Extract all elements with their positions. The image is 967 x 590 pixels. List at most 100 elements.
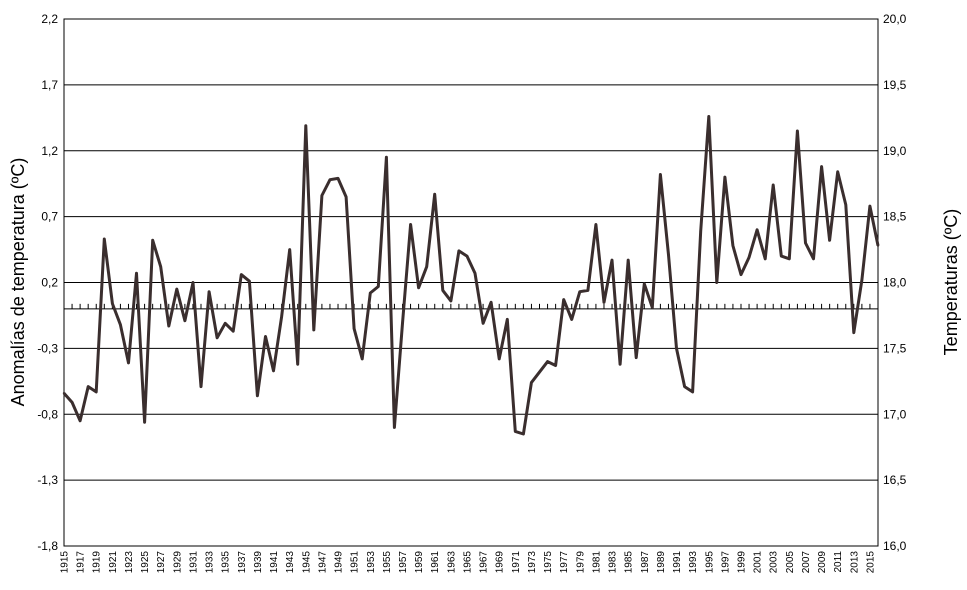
x-tick-label: 2009 (817, 551, 828, 574)
data-point (554, 364, 557, 367)
y-tick-label-right: 16,0 (883, 539, 907, 553)
x-tick-label: 1961 (430, 551, 441, 574)
data-point (570, 318, 573, 321)
y-axis-title-left: Anomalías de temperatura (ºC) (8, 158, 28, 407)
data-point (232, 330, 235, 333)
y-tick-label-right: 18,0 (883, 276, 907, 290)
x-tick-label: 1981 (591, 551, 602, 574)
x-tick-label: 1923 (124, 551, 135, 574)
x-tick-label: 1931 (188, 551, 199, 574)
data-point (481, 322, 485, 325)
data-point (175, 287, 179, 291)
data-point (723, 175, 727, 179)
data-point (320, 194, 324, 197)
x-tick-label: 1921 (108, 551, 119, 574)
y-tick-label-right: 17,0 (883, 407, 907, 421)
x-tick-label: 1973 (527, 551, 538, 574)
data-point (78, 419, 82, 423)
x-tick-label: 1989 (656, 551, 667, 574)
x-tick-label: 1945 (301, 551, 312, 574)
x-tick-label: 2015 (865, 551, 876, 574)
data-point (852, 331, 856, 334)
data-point (844, 203, 847, 206)
x-tick-label: 1969 (495, 551, 506, 574)
data-point (610, 258, 614, 262)
data-point (860, 278, 864, 282)
data-point (304, 124, 307, 127)
data-point (796, 129, 799, 133)
y-tick-label-left: 2,2 (41, 12, 58, 26)
data-point (763, 257, 767, 260)
data-point (538, 370, 541, 374)
y-tick-label-left: 1,2 (41, 144, 58, 158)
x-tick-label: 1965 (462, 551, 473, 574)
x-tick-label: 2003 (769, 551, 780, 574)
data-point (328, 178, 332, 181)
data-point (602, 301, 606, 304)
data-point (127, 361, 130, 365)
series-line (62, 115, 880, 436)
data-point (119, 323, 122, 326)
x-tick-label: 1995 (704, 551, 715, 574)
x-tick-label: 1927 (156, 551, 167, 574)
y-tick-label-right: 17,5 (883, 341, 907, 355)
x-tick-label: 2007 (801, 551, 812, 574)
data-point (223, 322, 227, 325)
data-point (659, 173, 662, 176)
x-tick-label: 1991 (672, 551, 683, 574)
data-point (457, 249, 461, 253)
y-tick-label-left: -1,8 (37, 539, 58, 553)
data-point (747, 256, 751, 259)
data-point (151, 239, 154, 242)
data-point (441, 289, 444, 292)
x-tick-label: 2005 (785, 551, 796, 574)
x-tick-label: 2013 (849, 551, 860, 574)
data-point (731, 244, 735, 247)
x-tick-label: 1947 (317, 551, 328, 574)
data-point (594, 223, 598, 226)
x-tick-label: 1983 (608, 551, 619, 574)
data-point (876, 244, 880, 247)
data-point (272, 369, 275, 372)
data-point (772, 183, 775, 187)
data-point (707, 115, 710, 118)
data-point (377, 285, 380, 288)
data-point (530, 381, 533, 384)
data-point (62, 391, 66, 395)
data-point (755, 228, 759, 231)
data-point (312, 328, 316, 332)
data-point (812, 257, 815, 260)
data-point (417, 286, 420, 289)
x-tick-label: 1977 (559, 551, 570, 574)
data-point (143, 420, 146, 424)
data-point (433, 193, 436, 196)
x-tick-label: 1915 (60, 551, 71, 574)
data-point (215, 336, 219, 340)
x-tick-label: 1979 (575, 551, 586, 574)
y-tick-label-right: 18,5 (883, 210, 907, 224)
data-point (804, 241, 807, 245)
x-tick-label: 1949 (334, 551, 345, 574)
x-tick-label: 1917 (76, 551, 87, 574)
x-tick-label: 1957 (398, 551, 409, 574)
data-point (288, 248, 291, 251)
data-point (651, 306, 654, 309)
data-point (167, 324, 170, 328)
series-layer (62, 115, 880, 436)
x-tick-label: 1999 (736, 551, 747, 574)
data-point (393, 426, 396, 429)
y-tick-label-left: 0,2 (41, 276, 58, 290)
x-tick-label: 1987 (640, 551, 651, 574)
data-point (360, 357, 364, 361)
x-tick-label: 1955 (382, 551, 393, 574)
y-axis-left-ticks: 2,2 1,7 1,2 0,7 0,2 -0,3 -0,8 -1,3 -1,8 (37, 12, 58, 553)
y-tick-label-left: 1,7 (41, 78, 58, 92)
y-axis-right-ticks: 20,0 19,5 19,0 18,5 18,0 17,5 17,0 16,5 16,0 (883, 12, 907, 553)
data-point (643, 282, 646, 286)
data-point (675, 347, 678, 350)
data-point (95, 390, 98, 394)
data-point (546, 360, 549, 363)
x-axis-ticks: 1915 1917 1919 1921 1923 1925 1927 1929 1931 1933… (60, 551, 877, 574)
data-point (103, 237, 106, 241)
